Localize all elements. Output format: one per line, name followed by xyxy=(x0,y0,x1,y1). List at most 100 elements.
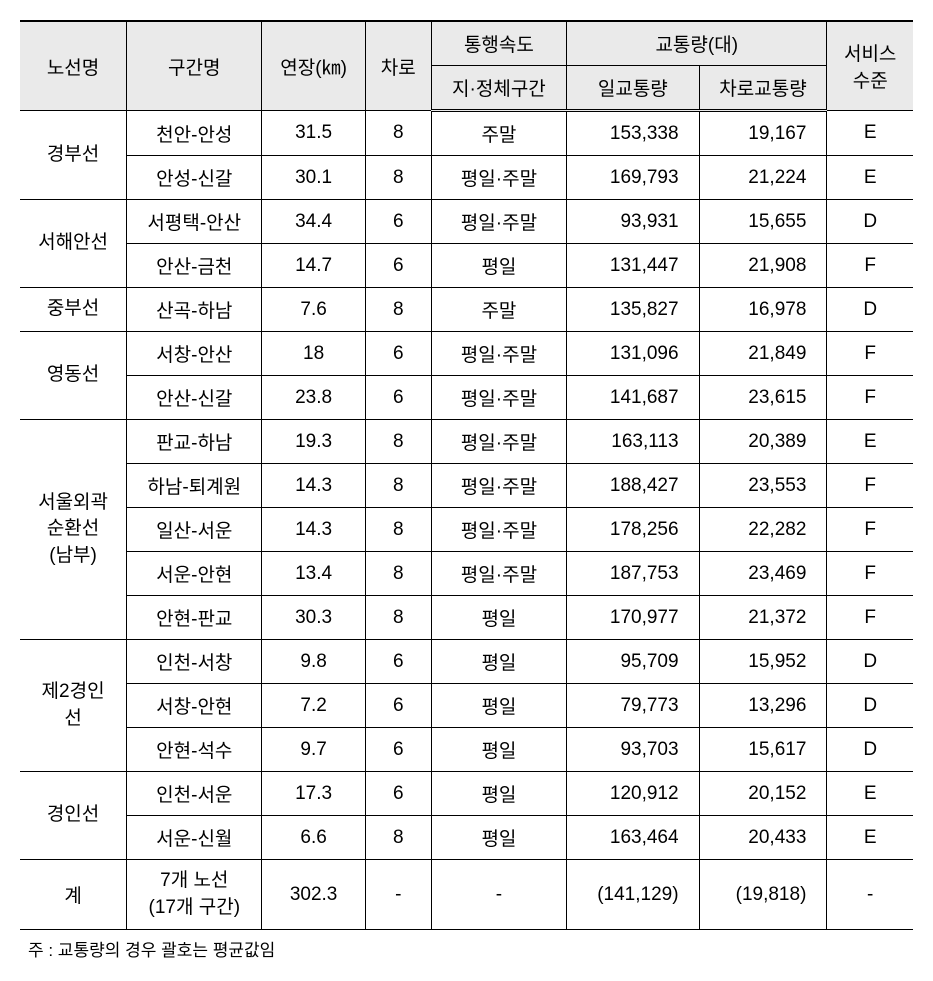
route-name-cell: 경인선 xyxy=(20,772,127,860)
lane-traffic-cell: 23,615 xyxy=(699,376,827,420)
header-route: 노선명 xyxy=(20,21,127,111)
speed-cell: 평일·주말 xyxy=(431,200,566,244)
lanes-cell: 8 xyxy=(365,552,431,596)
lanes-cell: 6 xyxy=(365,376,431,420)
route-name-cell: 서울외곽순환선(남부) xyxy=(20,420,127,640)
lane-traffic-cell: 15,655 xyxy=(699,200,827,244)
speed-cell: 평일·주말 xyxy=(431,156,566,200)
speed-cell: 평일·주말 xyxy=(431,552,566,596)
traffic-table: 노선명 구간명 연장(㎞) 차로 통행속도 교통량(대) 서비스수준 지·정체구… xyxy=(20,20,913,930)
speed-cell: 평일·주말 xyxy=(431,332,566,376)
lanes-cell: 8 xyxy=(365,111,431,156)
length-cell: 6.6 xyxy=(262,816,365,860)
total-section-cell: 7개 노선(17개 구간) xyxy=(127,860,262,930)
daily-traffic-cell: 135,827 xyxy=(567,288,699,332)
lanes-cell: 6 xyxy=(365,728,431,772)
table-row: 안산-신갈23.86평일·주말141,68723,615F xyxy=(20,376,913,420)
total-service-cell: - xyxy=(827,860,913,930)
header-section: 구간명 xyxy=(127,21,262,111)
speed-cell: 평일·주말 xyxy=(431,464,566,508)
length-cell: 14.3 xyxy=(262,464,365,508)
section-cell: 안현-석수 xyxy=(127,728,262,772)
service-cell: E xyxy=(827,420,913,464)
route-name-cell: 서해안선 xyxy=(20,200,127,288)
lanes-cell: 6 xyxy=(365,684,431,728)
section-cell: 산곡-하남 xyxy=(127,288,262,332)
speed-cell: 평일 xyxy=(431,684,566,728)
header-lane-traffic: 차로교통량 xyxy=(699,66,827,111)
section-cell: 서운-신월 xyxy=(127,816,262,860)
section-cell: 안성-신갈 xyxy=(127,156,262,200)
section-cell: 인천-서운 xyxy=(127,772,262,816)
daily-traffic-cell: 131,096 xyxy=(567,332,699,376)
header-service: 서비스수준 xyxy=(827,21,913,111)
speed-cell: 평일 xyxy=(431,816,566,860)
table-row: 서운-안현13.48평일·주말187,75323,469F xyxy=(20,552,913,596)
total-label-cell: 계 xyxy=(20,860,127,930)
daily-traffic-cell: 163,464 xyxy=(567,816,699,860)
lanes-cell: 8 xyxy=(365,156,431,200)
section-cell: 서창-안현 xyxy=(127,684,262,728)
daily-traffic-cell: 131,447 xyxy=(567,244,699,288)
lane-traffic-cell: 20,389 xyxy=(699,420,827,464)
lanes-cell: 6 xyxy=(365,640,431,684)
route-name-cell: 영동선 xyxy=(20,332,127,420)
footnote: 주 : 교통량의 경우 괄호는 평균값임 xyxy=(28,936,913,961)
service-cell: F xyxy=(827,244,913,288)
length-cell: 13.4 xyxy=(262,552,365,596)
service-cell: F xyxy=(827,332,913,376)
section-cell: 인천-서창 xyxy=(127,640,262,684)
length-cell: 18 xyxy=(262,332,365,376)
lane-traffic-cell: 21,908 xyxy=(699,244,827,288)
daily-traffic-cell: 79,773 xyxy=(567,684,699,728)
length-cell: 17.3 xyxy=(262,772,365,816)
speed-cell: 평일 xyxy=(431,772,566,816)
section-cell: 서운-안현 xyxy=(127,552,262,596)
lane-traffic-cell: 19,167 xyxy=(699,111,827,156)
table-row: 안성-신갈30.18평일·주말169,79321,224E xyxy=(20,156,913,200)
route-name-cell: 중부선 xyxy=(20,288,127,332)
length-cell: 30.3 xyxy=(262,596,365,640)
service-cell: F xyxy=(827,596,913,640)
lane-traffic-cell: 21,224 xyxy=(699,156,827,200)
section-cell: 서창-안산 xyxy=(127,332,262,376)
total-daily-cell: (141,129) xyxy=(567,860,699,930)
total-lane-cell: (19,818) xyxy=(699,860,827,930)
daily-traffic-cell: 188,427 xyxy=(567,464,699,508)
header-daily-traffic: 일교통량 xyxy=(567,66,699,111)
lane-traffic-cell: 21,372 xyxy=(699,596,827,640)
length-cell: 7.6 xyxy=(262,288,365,332)
lanes-cell: 8 xyxy=(365,288,431,332)
length-cell: 7.2 xyxy=(262,684,365,728)
service-cell: D xyxy=(827,728,913,772)
daily-traffic-cell: 163,113 xyxy=(567,420,699,464)
table-row: 일산-서운14.38평일·주말178,25622,282F xyxy=(20,508,913,552)
speed-cell: 평일·주말 xyxy=(431,508,566,552)
service-cell: D xyxy=(827,640,913,684)
table-row: 안현-석수9.76평일93,70315,617D xyxy=(20,728,913,772)
lanes-cell: 8 xyxy=(365,816,431,860)
lane-traffic-cell: 22,282 xyxy=(699,508,827,552)
service-cell: F xyxy=(827,508,913,552)
daily-traffic-cell: 95,709 xyxy=(567,640,699,684)
service-cell: E xyxy=(827,816,913,860)
speed-cell: 평일 xyxy=(431,244,566,288)
lanes-cell: 6 xyxy=(365,200,431,244)
header-speed: 통행속도 xyxy=(431,21,566,66)
lane-traffic-cell: 13,296 xyxy=(699,684,827,728)
lane-traffic-cell: 20,433 xyxy=(699,816,827,860)
total-length-cell: 302.3 xyxy=(262,860,365,930)
length-cell: 9.8 xyxy=(262,640,365,684)
section-cell: 안산-금천 xyxy=(127,244,262,288)
daily-traffic-cell: 93,703 xyxy=(567,728,699,772)
daily-traffic-cell: 170,977 xyxy=(567,596,699,640)
lanes-cell: 8 xyxy=(365,596,431,640)
speed-cell: 평일 xyxy=(431,596,566,640)
daily-traffic-cell: 187,753 xyxy=(567,552,699,596)
lanes-cell: 6 xyxy=(365,244,431,288)
lane-traffic-cell: 20,152 xyxy=(699,772,827,816)
service-cell: D xyxy=(827,200,913,244)
section-cell: 서평택-안산 xyxy=(127,200,262,244)
length-cell: 14.7 xyxy=(262,244,365,288)
route-name-cell: 경부선 xyxy=(20,111,127,200)
